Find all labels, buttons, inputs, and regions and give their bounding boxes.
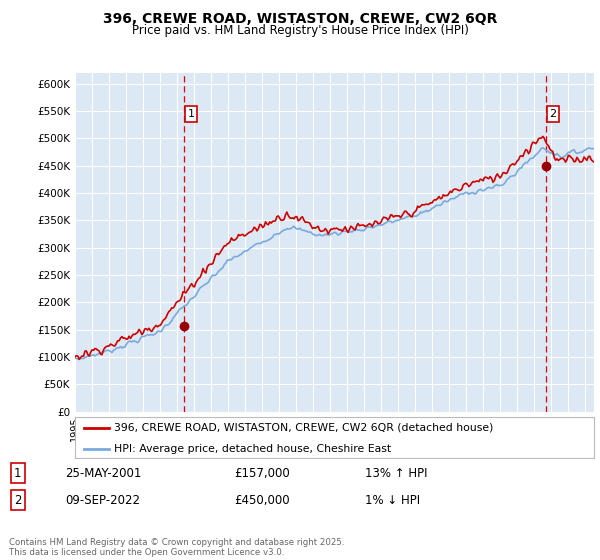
Text: 1% ↓ HPI: 1% ↓ HPI	[365, 493, 421, 507]
Text: Price paid vs. HM Land Registry's House Price Index (HPI): Price paid vs. HM Land Registry's House …	[131, 24, 469, 36]
Text: £157,000: £157,000	[235, 466, 290, 480]
Text: 396, CREWE ROAD, WISTASTON, CREWE, CW2 6QR (detached house): 396, CREWE ROAD, WISTASTON, CREWE, CW2 6…	[114, 423, 493, 433]
Text: 25-MAY-2001: 25-MAY-2001	[65, 466, 142, 480]
Text: 13% ↑ HPI: 13% ↑ HPI	[365, 466, 428, 480]
Text: 2: 2	[14, 493, 22, 507]
Text: 2: 2	[550, 109, 557, 119]
Text: HPI: Average price, detached house, Cheshire East: HPI: Average price, detached house, Ches…	[114, 444, 391, 454]
Text: 1: 1	[188, 109, 194, 119]
Text: 396, CREWE ROAD, WISTASTON, CREWE, CW2 6QR: 396, CREWE ROAD, WISTASTON, CREWE, CW2 6…	[103, 12, 497, 26]
Text: 09-SEP-2022: 09-SEP-2022	[65, 493, 140, 507]
Text: Contains HM Land Registry data © Crown copyright and database right 2025.
This d: Contains HM Land Registry data © Crown c…	[9, 538, 344, 557]
Text: £450,000: £450,000	[235, 493, 290, 507]
Text: 1: 1	[14, 466, 22, 480]
